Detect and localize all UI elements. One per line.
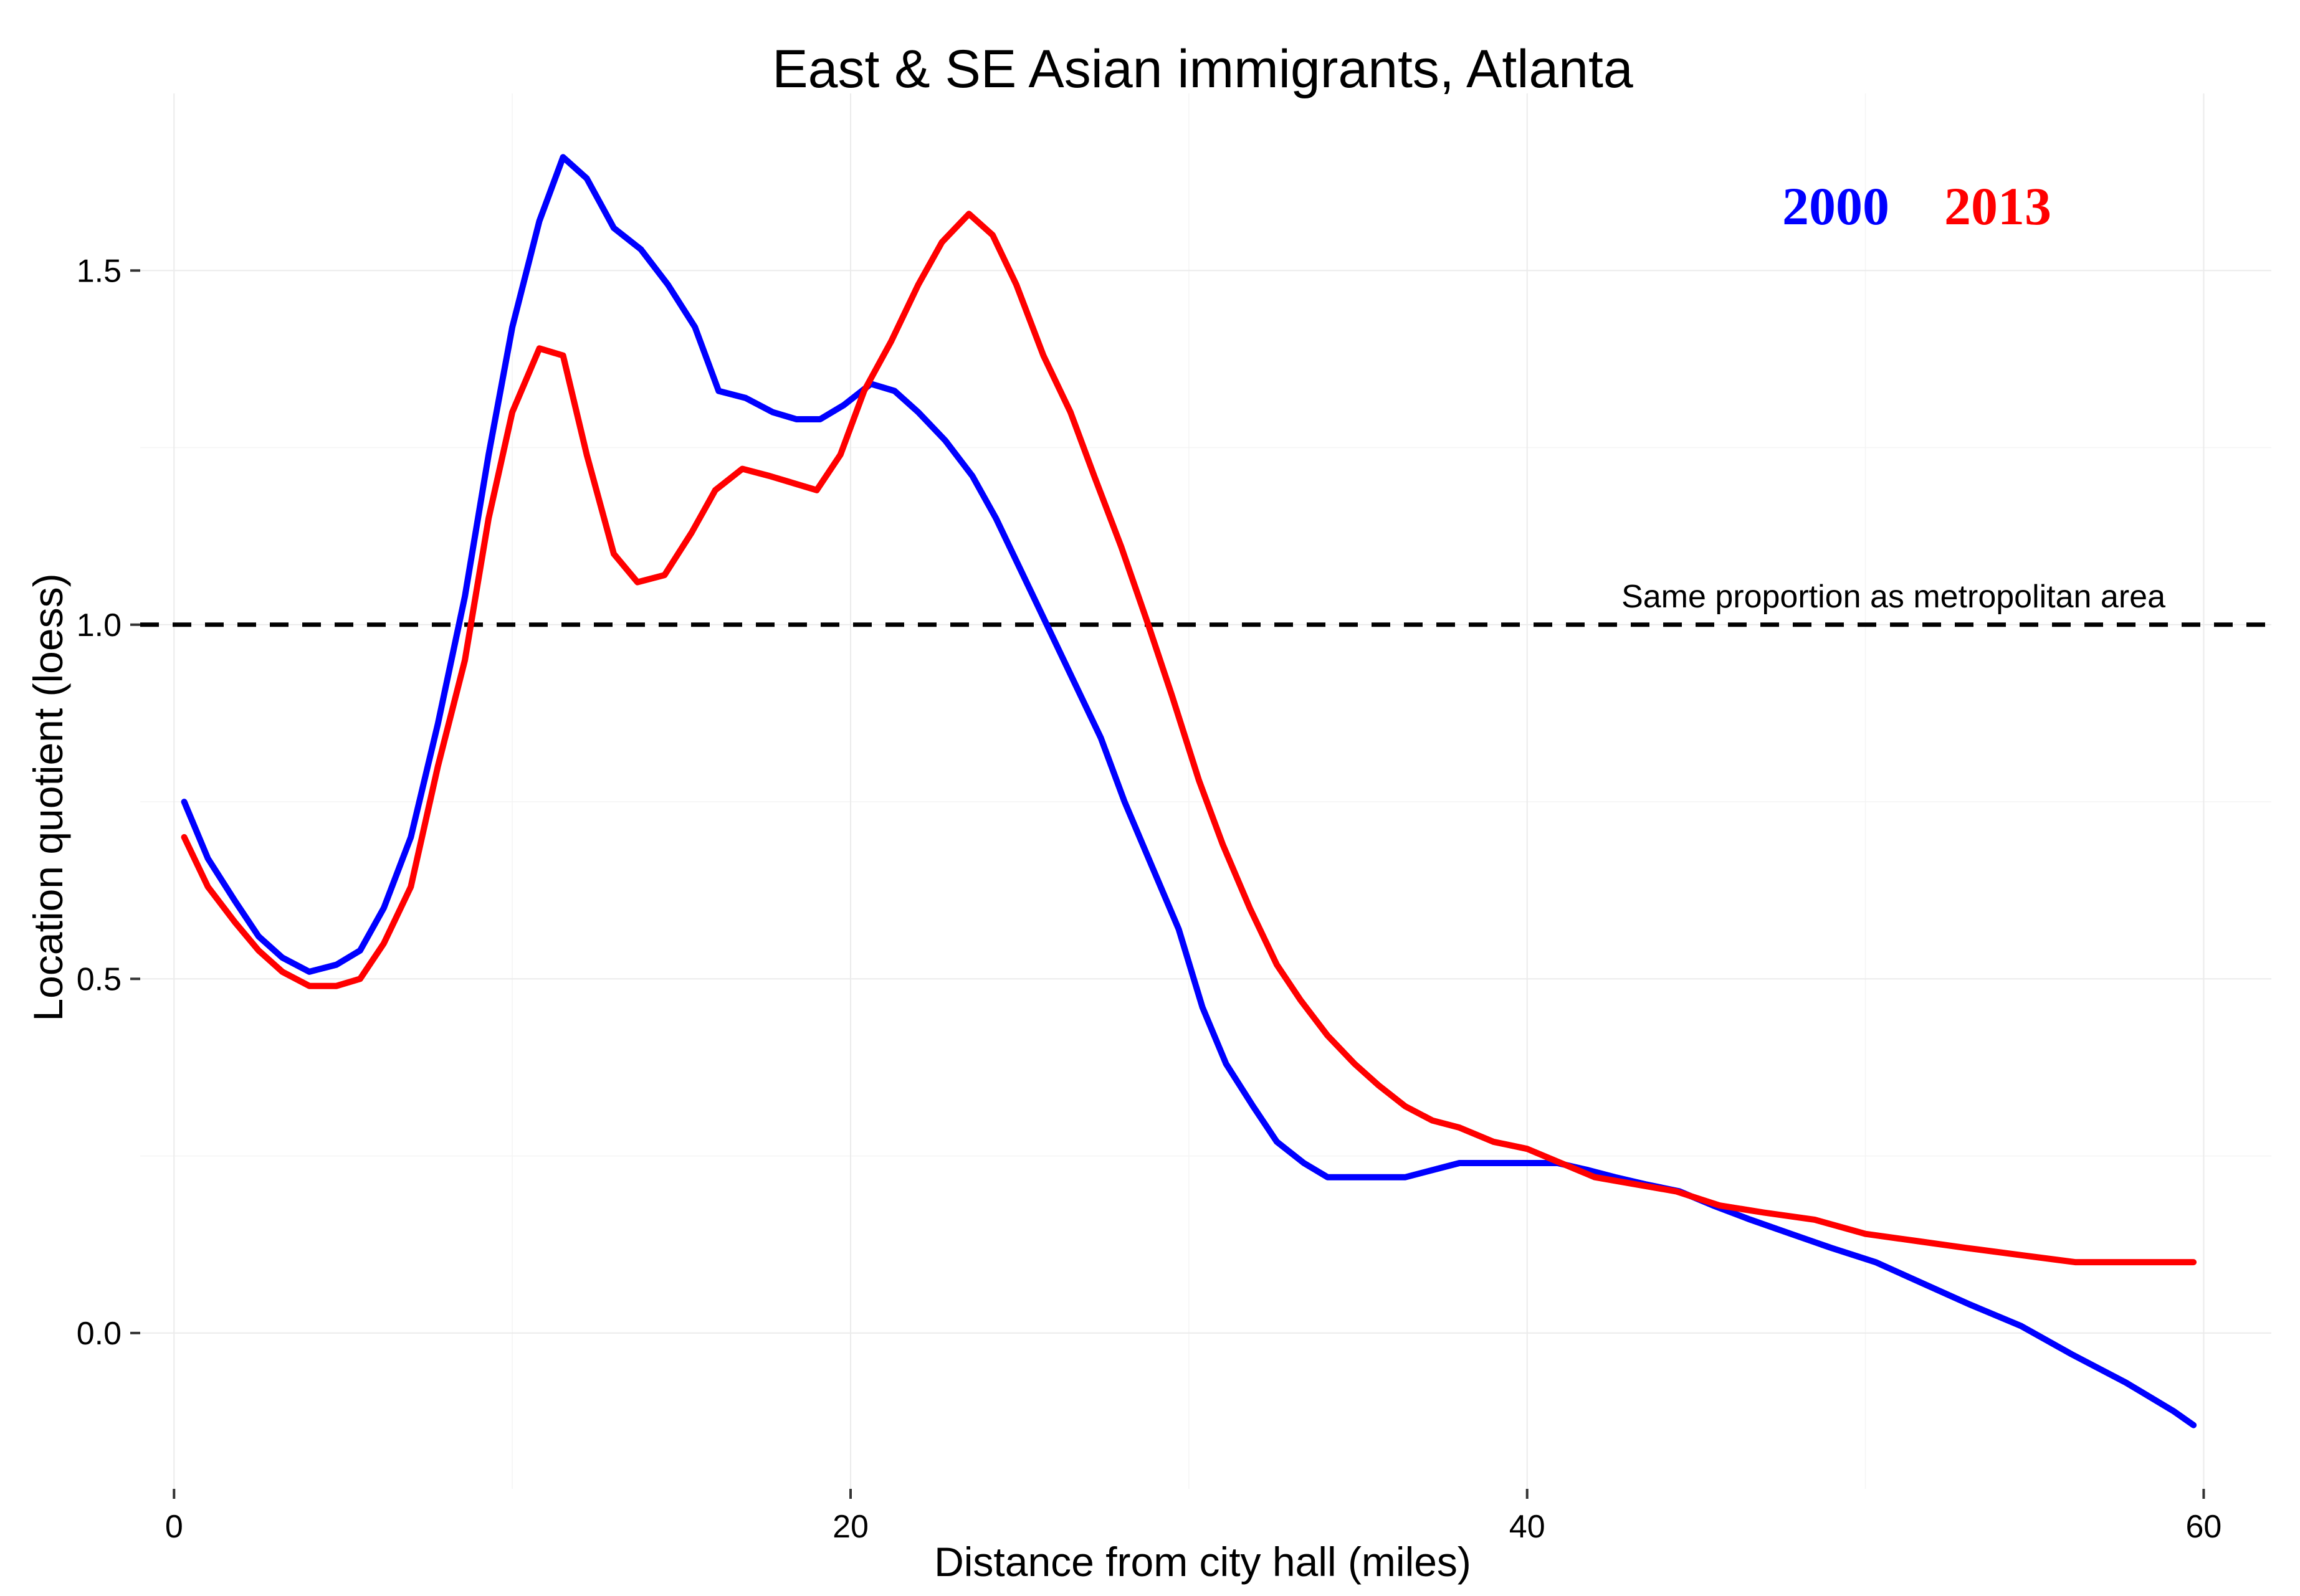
y-tick-label-1: 0.5 xyxy=(77,961,122,997)
x-tick-label-3: 60 xyxy=(2186,1509,2222,1545)
y-tick-label-3: 1.5 xyxy=(77,253,122,289)
x-axis-label: Distance from city hall (miles) xyxy=(934,1539,1471,1585)
chart-title: East & SE Asian immigrants, Atlanta xyxy=(772,39,1633,99)
reference-line-label: Same proportion as metropolitan area xyxy=(1621,579,2165,615)
x-tick-label-1: 20 xyxy=(833,1509,869,1545)
y-axis-label: Location quotient (loess) xyxy=(25,573,71,1021)
y-tick-label-2: 1.0 xyxy=(77,607,122,644)
x-tick-label-2: 40 xyxy=(1509,1509,1545,1545)
series-line-2013 xyxy=(181,211,2197,1266)
legend-item-2013: 2013 xyxy=(1944,176,2051,236)
reference-layer: Same proportion as metropolitan area xyxy=(140,579,2271,627)
series-lines xyxy=(181,154,2197,1428)
axis-ticks: 0 20 40 60 0.0 0.5 1.0 1.5 xyxy=(77,253,2222,1545)
legend-item-2000: 2000 xyxy=(1782,176,1889,236)
x-tick-label-0: 0 xyxy=(165,1509,183,1545)
y-tick-label-0: 0.0 xyxy=(77,1316,122,1352)
legend: 2000 2013 xyxy=(1782,176,2051,236)
